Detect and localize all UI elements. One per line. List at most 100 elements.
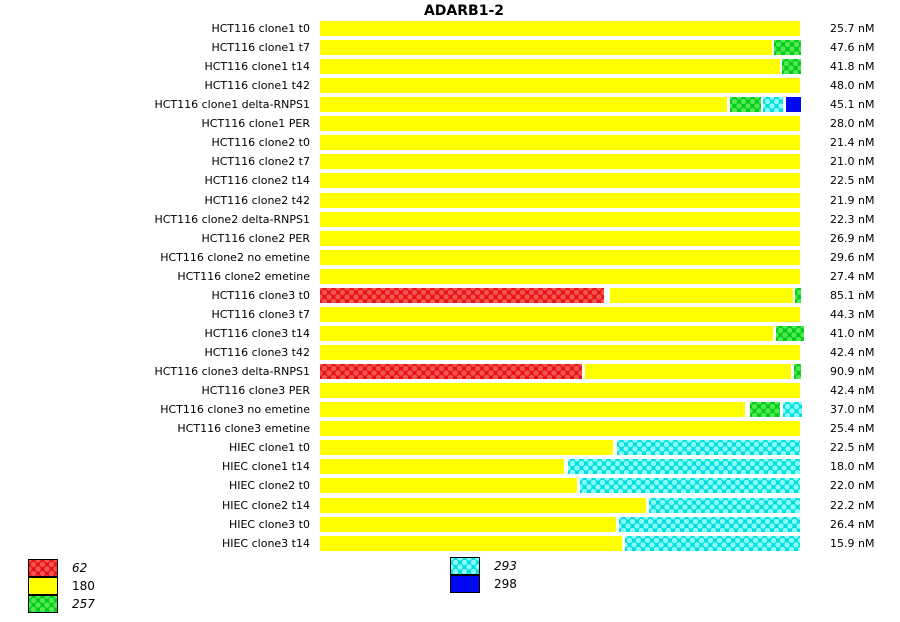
stacked-bar xyxy=(320,40,801,56)
stacked-bar xyxy=(320,478,800,494)
row-value: 27.4 nM xyxy=(830,269,875,283)
stacked-bar xyxy=(320,421,800,437)
bar-segment-180 xyxy=(609,287,793,303)
bar-segment-180 xyxy=(320,40,773,56)
row-value: 85.1 nM xyxy=(830,288,875,302)
chart-title: ADARB1-2 xyxy=(423,3,505,19)
bar-segment-180 xyxy=(320,459,564,475)
row-label: HCT116 clone1 delta-RNPS1 xyxy=(154,98,310,112)
stacked-bar xyxy=(320,116,800,132)
row-value: 90.9 nM xyxy=(830,365,875,379)
stacked-bar xyxy=(320,440,800,456)
row-value: 22.5 nM xyxy=(830,174,875,188)
row-value: 47.6 nM xyxy=(830,41,875,55)
table-row: HCT116 clone2 t14 22.5 nM xyxy=(0,171,900,190)
table-row: HCT116 clone3 t14 41.0 nM xyxy=(0,324,900,343)
bar-segment-180 xyxy=(320,345,800,361)
stacked-bar xyxy=(320,516,800,532)
bar-segment-257 xyxy=(795,287,801,303)
row-value: 22.0 nM xyxy=(830,479,875,493)
bar-segment-62 xyxy=(320,364,583,380)
table-row: HIEC clone1 t14 18.0 nM xyxy=(0,457,900,476)
row-value: 48.0 nM xyxy=(830,79,875,93)
row-value: 44.3 nM xyxy=(830,307,875,321)
bar-segment-293 xyxy=(568,459,800,475)
bar-segment-293 xyxy=(619,516,800,532)
legend-label: 298 xyxy=(494,577,517,591)
row-label: HIEC clone3 t14 xyxy=(221,536,310,550)
row-value: 42.4 nM xyxy=(830,384,875,398)
table-row: HIEC clone1 t0 22.5 nM xyxy=(0,438,900,457)
table-row: HCT116 clone1 t0 25.7 nM xyxy=(0,19,900,38)
bar-segment-180 xyxy=(320,21,800,36)
stacked-bar xyxy=(320,364,801,380)
bar-segment-180 xyxy=(320,116,800,132)
bar-segment-180 xyxy=(320,97,728,113)
table-row: HCT116 clone2 delta-RNPS1 22.3 nM xyxy=(0,210,900,229)
row-value: 25.7 nM xyxy=(830,22,875,35)
bar-segment-293 xyxy=(624,535,800,551)
row-value: 21.4 nM xyxy=(830,136,875,150)
bar-segment-180 xyxy=(320,249,800,265)
bar-segment-180 xyxy=(320,383,800,399)
stacked-bar xyxy=(320,306,800,322)
bar-segment-180 xyxy=(320,173,800,189)
bar-segment-180 xyxy=(320,421,800,437)
stacked-bar xyxy=(320,154,800,170)
row-value: 21.0 nM xyxy=(830,155,875,169)
bar-segment-293 xyxy=(763,97,784,113)
stacked-bar xyxy=(320,325,804,341)
stacked-bar xyxy=(320,230,800,246)
row-value: 42.4 nM xyxy=(830,346,875,360)
row-label: HCT116 clone3 emetine xyxy=(177,422,310,436)
bar-segment-293 xyxy=(783,402,802,418)
legend-label: 257 xyxy=(72,597,95,611)
stacked-bar xyxy=(320,287,801,303)
table-row: HCT116 clone3 t42 42.4 nM xyxy=(0,343,900,362)
bar-segment-180 xyxy=(320,154,800,170)
table-row: HIEC clone3 t0 26.4 nM xyxy=(0,515,900,534)
table-row: HCT116 clone2 t7 21.0 nM xyxy=(0,152,900,171)
bar-segment-180 xyxy=(320,440,613,456)
row-value: 22.3 nM xyxy=(830,212,875,226)
bar-segment-180 xyxy=(320,135,800,151)
bar-segment-180 xyxy=(320,535,622,551)
row-label: HIEC clone2 t0 xyxy=(228,479,310,493)
table-row: HCT116 clone3 t7 44.3 nM xyxy=(0,305,900,324)
table-row: HCT116 clone3 t0 85.1 nM xyxy=(0,286,900,305)
table-row: HIEC clone2 t14 22.2 nM xyxy=(0,496,900,515)
bar-segment-293 xyxy=(648,497,800,513)
table-row: HCT116 clone1 t7 47.6 nM xyxy=(0,38,900,57)
row-value: 21.9 nM xyxy=(830,193,875,207)
row-label: HIEC clone1 t0 xyxy=(228,441,310,455)
stacked-bar xyxy=(320,211,800,227)
table-row: HCT116 clone1 t42 48.0 nM xyxy=(0,76,900,95)
legend-label: 293 xyxy=(494,559,517,573)
bar-segment-180 xyxy=(320,402,745,418)
row-label: HCT116 clone2 t14 xyxy=(204,174,310,188)
legend-swatch-293 xyxy=(450,557,480,575)
stacked-bar xyxy=(320,78,800,94)
bar-segment-180 xyxy=(320,192,800,208)
bar-segment-180 xyxy=(320,497,646,513)
bar-segment-257 xyxy=(729,97,762,113)
row-label: HIEC clone2 t14 xyxy=(221,498,310,512)
bar-segment-180 xyxy=(584,364,791,380)
table-row: HCT116 clone2 t42 21.9 nM xyxy=(0,191,900,210)
legend-swatch-180 xyxy=(28,577,58,595)
table-row: HCT116 clone2 emetine 27.4 nM xyxy=(0,267,900,286)
legend-swatch-298 xyxy=(450,575,480,593)
row-label: HCT116 clone1 t0 xyxy=(211,22,310,35)
table-row: HCT116 clone3 no emetine 37.0 nM xyxy=(0,400,900,419)
bar-segment-293 xyxy=(580,478,800,494)
stacked-bar xyxy=(320,173,800,189)
stacked-bar xyxy=(320,192,800,208)
row-label: HCT116 clone1 t7 xyxy=(211,41,310,55)
row-value: 28.0 nM xyxy=(830,117,875,131)
row-label: HCT116 clone2 t42 xyxy=(204,193,310,207)
row-label: HCT116 clone2 t0 xyxy=(211,136,310,150)
row-value: 18.0 nM xyxy=(830,460,875,474)
table-row: HCT116 clone1 t14 41.8 nM xyxy=(0,57,900,76)
stacked-bar xyxy=(320,345,800,361)
